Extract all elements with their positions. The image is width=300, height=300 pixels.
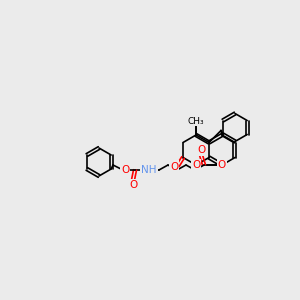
Text: O: O	[129, 180, 137, 190]
Text: O: O	[218, 160, 226, 170]
Text: O: O	[121, 165, 129, 175]
Text: NH: NH	[141, 165, 157, 175]
Text: O: O	[192, 160, 200, 170]
Text: CH₃: CH₃	[188, 116, 204, 125]
Text: O: O	[197, 145, 205, 155]
Text: O: O	[170, 161, 178, 172]
